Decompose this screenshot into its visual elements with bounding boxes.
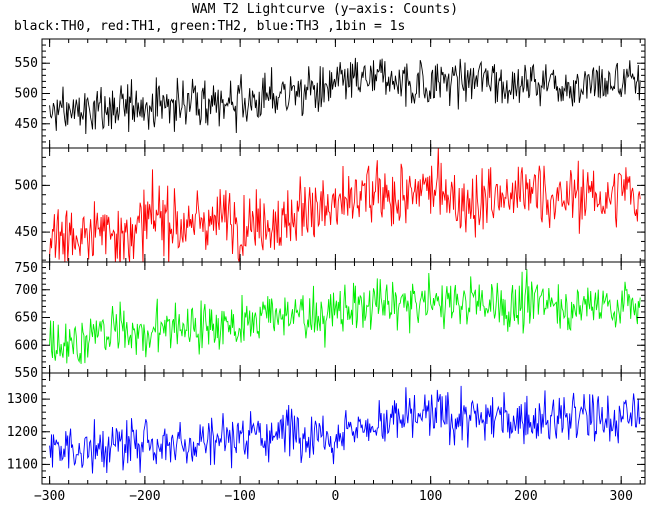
x-tick-label: −200 <box>129 489 160 504</box>
y-tick-label: 500 <box>15 87 38 102</box>
series-line-TH3 <box>49 385 641 474</box>
series-line-TH1 <box>49 148 641 262</box>
y-tick-label: 550 <box>15 56 38 71</box>
x-tick-label: −300 <box>34 489 65 504</box>
x-tick-label: −100 <box>224 489 255 504</box>
x-tick-label: 100 <box>419 489 442 504</box>
x-tick-label: 0 <box>331 489 339 504</box>
y-tick-label: 600 <box>15 338 38 353</box>
series-line-TH2 <box>49 269 641 364</box>
x-tick-label: 300 <box>609 489 632 504</box>
y-tick-label: 500 <box>15 178 38 193</box>
y-tick-label: 1200 <box>7 425 38 440</box>
y-tick-label: 750 <box>15 261 38 276</box>
y-tick-label: 1100 <box>7 457 38 472</box>
y-tick-label: 450 <box>15 225 38 240</box>
chart-title: WAM T2 Lightcurve (y−axis: Counts) <box>191 2 459 17</box>
y-tick-label: 1300 <box>7 392 38 407</box>
panel-frame-0 <box>41 38 646 149</box>
panel-frame-3 <box>41 372 646 485</box>
y-tick-label: 550 <box>15 366 38 381</box>
y-tick-label: 450 <box>15 117 38 132</box>
chart-subtitle: black:TH0, red:TH1, green:TH2, blue:TH3 … <box>14 19 406 34</box>
y-tick-label: 700 <box>15 283 38 298</box>
series-line-TH0 <box>49 57 641 135</box>
x-tick-label: 200 <box>514 489 537 504</box>
y-tick-label: 650 <box>15 311 38 326</box>
